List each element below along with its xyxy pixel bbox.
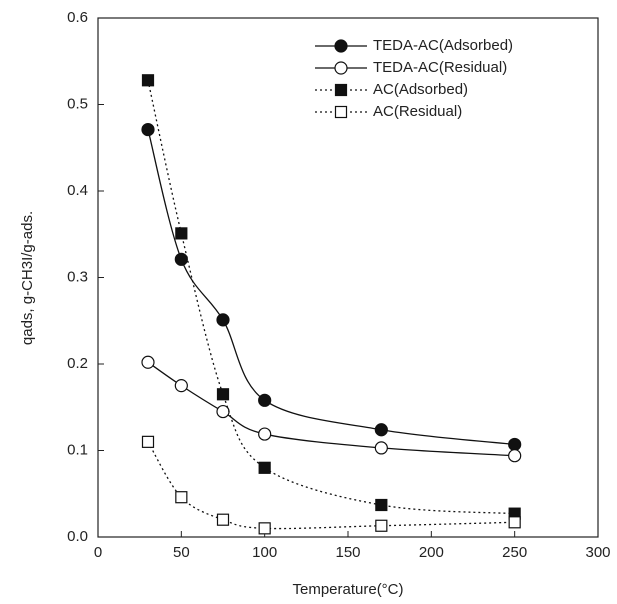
series-line xyxy=(147,129,515,446)
data-point xyxy=(216,388,230,401)
legend-label: AC(Residual) xyxy=(373,103,462,120)
data-point xyxy=(174,252,188,266)
legend-marker xyxy=(334,61,348,75)
data-point xyxy=(508,516,521,529)
data-point xyxy=(258,461,271,474)
y-tick-label: 0.4 xyxy=(67,182,88,199)
x-tick-label: 100 xyxy=(252,544,277,561)
data-point xyxy=(216,313,230,327)
data-point xyxy=(258,522,271,535)
y-tick-label: 0.0 xyxy=(67,528,88,545)
y-tick-label: 0.2 xyxy=(67,355,88,372)
legend-label: TEDA-AC(Adsorbed) xyxy=(373,37,513,54)
x-tick-label: 50 xyxy=(173,544,190,561)
data-point xyxy=(174,379,188,393)
data-point xyxy=(141,74,155,87)
x-axis-label: Temperature(°C) xyxy=(292,581,403,598)
data-point xyxy=(175,227,188,240)
legend-label: AC(Adsorbed) xyxy=(373,81,468,98)
data-point xyxy=(374,441,388,455)
x-tick-label: 150 xyxy=(335,544,360,561)
data-point xyxy=(375,498,388,512)
legend-marker xyxy=(334,83,348,97)
data-point xyxy=(258,427,272,441)
x-tick-label: 300 xyxy=(585,544,610,561)
series-line xyxy=(147,361,515,457)
data-point xyxy=(374,423,388,437)
legend-label: TEDA-AC(Residual) xyxy=(373,59,507,76)
data-point xyxy=(141,435,155,448)
legend-marker xyxy=(334,39,348,53)
y-tick-label: 0.3 xyxy=(67,268,88,285)
data-point xyxy=(258,393,272,407)
series-line xyxy=(147,441,515,530)
y-tick-label: 0.6 xyxy=(67,9,88,26)
legend-marker xyxy=(334,105,348,119)
data-point xyxy=(175,491,188,504)
data-point xyxy=(508,437,522,452)
y-tick-label: 0.5 xyxy=(67,95,88,112)
data-point xyxy=(375,519,388,532)
data-point xyxy=(508,449,522,463)
x-tick-label: 250 xyxy=(502,544,527,561)
plot-frame xyxy=(97,17,599,538)
data-point xyxy=(141,355,155,369)
x-tick-label: 200 xyxy=(419,544,444,561)
y-axis-label: qads, g-CH3I/g-ads. xyxy=(19,211,36,345)
y-tick-label: 0.1 xyxy=(67,441,88,458)
data-point xyxy=(216,513,230,526)
x-tick-label: 0 xyxy=(94,544,102,561)
data-point xyxy=(141,122,155,137)
series-line xyxy=(147,80,515,515)
